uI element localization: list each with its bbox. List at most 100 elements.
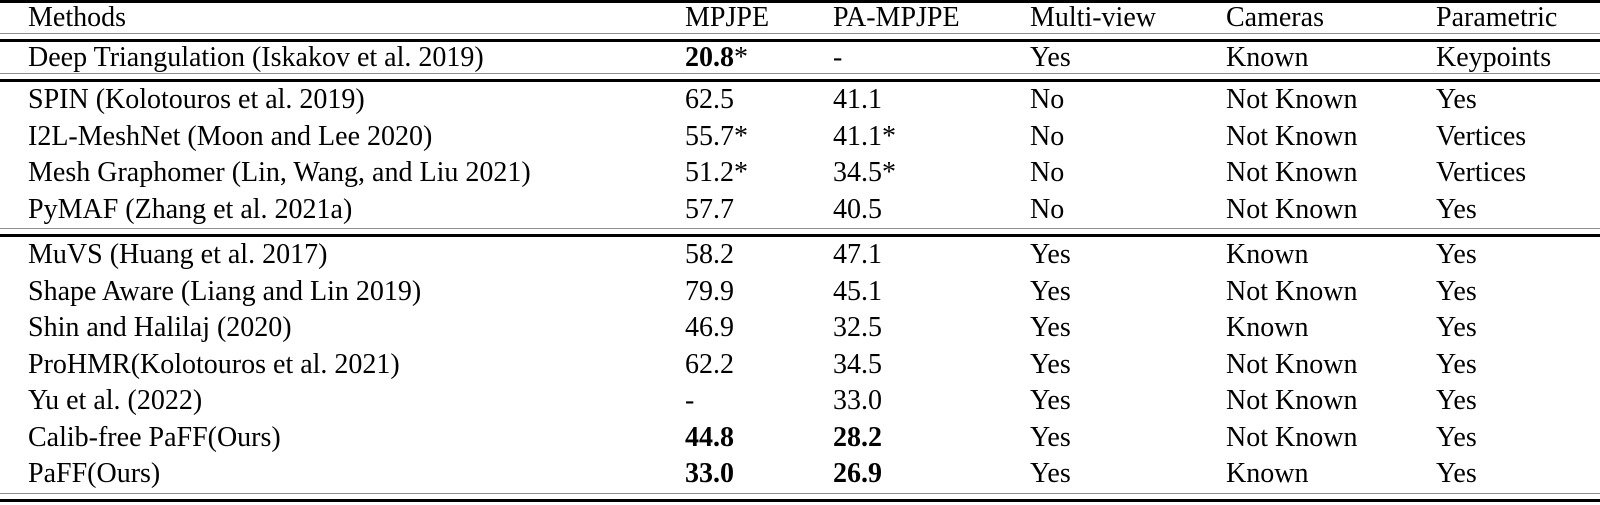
parametric-cell: Yes — [1436, 348, 1477, 380]
pa-mpjpe-cell: 41.1 — [833, 84, 1030, 116]
pa-mpjpe-value: 33.0 — [833, 385, 882, 417]
multi-view-cell: Yes — [1030, 348, 1071, 380]
mpjpe-cell: 62.2 — [685, 349, 833, 381]
mpjpe-value: 58.2 — [685, 239, 734, 271]
cameras-cell: Not Known — [1226, 385, 1358, 417]
cameras-cell: Known — [1226, 41, 1309, 73]
pa-mpjpe-value: 41.1 — [833, 84, 882, 116]
mpjpe-value: 79.9 — [685, 275, 734, 307]
table-top-rule — [0, 0, 1600, 3]
mpjpe-value: 33.0 — [685, 458, 734, 490]
parametric-cell: Yes — [1436, 193, 1477, 225]
group-separator-rule — [0, 73, 1600, 82]
pa-mpjpe-cell: 34.5 — [833, 349, 1030, 381]
method-name-cell: Calib-free PaFF(Ours) — [28, 421, 281, 453]
table-row: ProHMR(Kolotouros et al. 2021) 62.2 34.5 Ye… — [0, 347, 1600, 384]
column-header-multi-view: Multi-view — [1030, 2, 1156, 33]
table-row: SPIN (Kolotouros et al. 2019) 62.5 41.1 No N… — [0, 82, 1600, 119]
mpjpe-cell: 51.2* — [685, 157, 833, 189]
multi-view-cell: No — [1030, 120, 1065, 152]
mpjpe-value: 44.8 — [685, 421, 734, 453]
pa-mpjpe-value: 47.1 — [833, 239, 882, 271]
multi-view-cell: Yes — [1030, 312, 1071, 344]
column-header-methods: Methods — [28, 2, 126, 33]
pa-mpjpe-cell: 34.5* — [833, 157, 1030, 189]
multi-view-cell: Yes — [1030, 41, 1071, 73]
multi-view-cell: No — [1030, 193, 1065, 225]
cameras-cell: Not Known — [1226, 275, 1358, 307]
table-row: MuVS (Huang et al. 2017) 58.2 47.1 Yes Known… — [0, 237, 1600, 274]
mpjpe-cell: 33.0 — [685, 458, 833, 490]
table-row: Shape Aware (Liang and Lin 2019) 79.9 45.1… — [0, 274, 1600, 311]
mpjpe-asterisk: * — [734, 41, 748, 73]
pa-mpjpe-cell: 40.5 — [833, 194, 1030, 226]
multi-view-cell: Yes — [1030, 458, 1071, 490]
pa-mpjpe-cell: 41.1* — [833, 121, 1030, 153]
multi-view-cell: No — [1030, 84, 1065, 116]
mpjpe-cell: 79.9 — [685, 276, 833, 308]
group-separator-rule — [0, 228, 1600, 237]
table-bottom-rule — [0, 492, 1600, 502]
cameras-cell: Not Known — [1226, 157, 1358, 189]
mpjpe-value: - — [685, 385, 695, 417]
mpjpe-value: 20.8 — [685, 41, 734, 73]
method-name-cell: PaFF(Ours) — [28, 458, 161, 490]
column-header-pa-mpjpe: PA-MPJPE — [833, 2, 960, 33]
method-name-cell: Shin and Halilaj (2020) — [28, 312, 292, 344]
mpjpe-cell: 57.7 — [685, 194, 833, 226]
method-name-cell: Yu et al. (2022) — [28, 385, 203, 417]
mpjpe-value: 55.7 — [685, 120, 734, 152]
mpjpe-asterisk: * — [734, 120, 748, 152]
cameras-cell: Not Known — [1226, 84, 1358, 116]
parametric-cell: Yes — [1436, 385, 1477, 417]
cameras-cell: Not Known — [1226, 421, 1358, 453]
parametric-cell: Yes — [1436, 312, 1477, 344]
pa-mpjpe-cell: 26.9 — [833, 458, 1030, 490]
multi-view-cell: Yes — [1030, 275, 1071, 307]
column-header-mpjpe: MPJPE — [685, 2, 770, 33]
mpjpe-value: 62.5 — [685, 84, 734, 116]
pa-mpjpe-asterisk: * — [882, 157, 896, 189]
pa-mpjpe-value: 26.9 — [833, 458, 882, 490]
mpjpe-value: 46.9 — [685, 312, 734, 344]
parametric-cell: Keypoints — [1436, 41, 1552, 73]
pa-mpjpe-value: - — [833, 41, 843, 73]
cameras-cell: Not Known — [1226, 348, 1358, 380]
pa-mpjpe-cell: 28.2 — [833, 422, 1030, 454]
mpjpe-value: 51.2 — [685, 157, 734, 189]
multi-view-cell: Yes — [1030, 385, 1071, 417]
pa-mpjpe-value: 34.5 — [833, 157, 882, 189]
table-row: PyMAF (Zhang et al. 2021a) 57.7 40.5 No Not … — [0, 192, 1600, 229]
mpjpe-cell: 58.2 — [685, 239, 833, 271]
cameras-cell: Known — [1226, 239, 1309, 271]
pa-mpjpe-value: 32.5 — [833, 312, 882, 344]
parametric-cell: Vertices — [1436, 157, 1527, 189]
pa-mpjpe-cell: 33.0 — [833, 385, 1030, 417]
pa-mpjpe-cell: - — [833, 42, 1030, 74]
mpjpe-cell: - — [685, 385, 833, 417]
parametric-cell: Yes — [1436, 84, 1477, 116]
method-name-cell: PyMAF (Zhang et al. 2021a) — [28, 193, 353, 225]
table-row: Deep Triangulation (Iskakov et al. 2019)… — [0, 42, 1600, 73]
multi-view-cell: Yes — [1030, 239, 1071, 271]
table-row: Calib-free PaFF(Ours) 44.8 28.2 Yes Not Know… — [0, 420, 1600, 457]
row-group: Deep Triangulation (Iskakov et al. 2019)… — [0, 42, 1600, 73]
pa-mpjpe-value: 40.5 — [833, 193, 882, 225]
cameras-cell: Not Known — [1226, 193, 1358, 225]
mpjpe-cell: 62.5 — [685, 84, 833, 116]
cameras-cell: Known — [1226, 458, 1309, 490]
pa-mpjpe-cell: 47.1 — [833, 239, 1030, 271]
multi-view-cell: No — [1030, 157, 1065, 189]
table-body: Deep Triangulation (Iskakov et al. 2019)… — [0, 42, 1600, 493]
mpjpe-cell: 44.8 — [685, 422, 833, 454]
multi-view-cell: Yes — [1030, 421, 1071, 453]
method-name-cell: Shape Aware (Liang and Lin 2019) — [28, 275, 422, 307]
pa-mpjpe-cell: 45.1 — [833, 276, 1030, 308]
mpjpe-asterisk: * — [734, 157, 748, 189]
table-row: Mesh Graphomer (Lin, Wang, and Liu 2021)… — [0, 155, 1600, 192]
table-row: PaFF(Ours) 33.0 26.9 Yes Known Yes — [0, 456, 1600, 493]
method-name-cell: ProHMR(Kolotouros et al. 2021) — [28, 348, 400, 380]
mpjpe-value: 62.2 — [685, 348, 734, 380]
pa-mpjpe-value: 41.1 — [833, 120, 882, 152]
pa-mpjpe-value: 34.5 — [833, 348, 882, 380]
